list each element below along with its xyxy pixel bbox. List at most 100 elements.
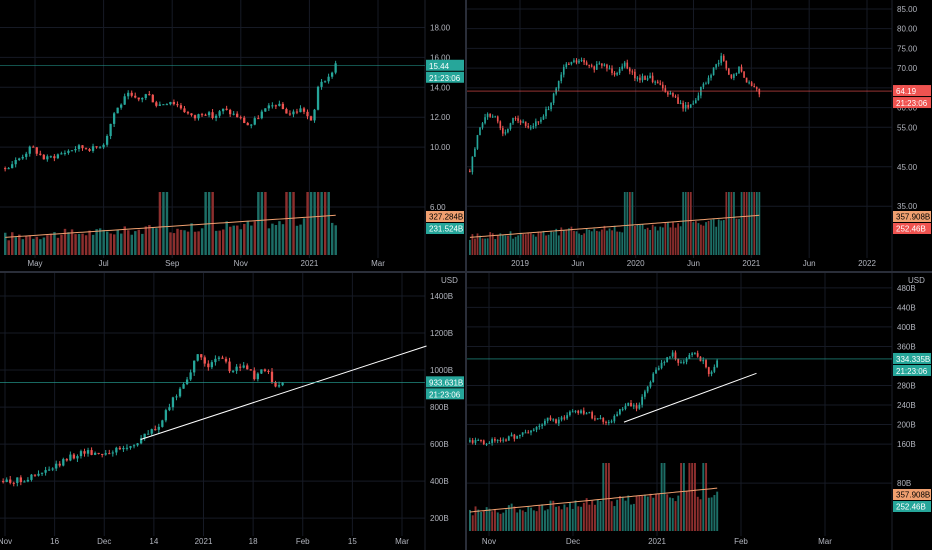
candle-body	[602, 418, 605, 422]
candle-body	[646, 78, 649, 80]
candle-body	[606, 64, 608, 69]
candle-body	[19, 477, 22, 483]
candle-body	[81, 145, 84, 149]
candle-body	[56, 154, 60, 159]
candle-body	[207, 112, 211, 116]
volume-bar	[715, 226, 718, 255]
candle-body	[663, 362, 666, 364]
volume-bar	[627, 495, 630, 531]
candle-body	[217, 357, 221, 359]
volume-label: 357.908B	[896, 213, 930, 222]
candle-body	[535, 426, 538, 430]
candle-body	[664, 88, 667, 93]
candle-body	[306, 111, 309, 117]
trend-line[interactable]	[140, 345, 427, 440]
candle-body	[214, 358, 217, 363]
candle-body	[84, 148, 88, 150]
volume-bar	[707, 497, 710, 531]
candle-body	[169, 101, 172, 105]
volume-bar	[532, 234, 535, 255]
candle-body	[656, 81, 659, 84]
candle-body	[161, 420, 164, 427]
candle-body	[671, 352, 674, 357]
candle-body	[111, 452, 114, 454]
chart-svg-top-right[interactable]: 35.0045.0055.0060.0065.0070.0075.0080.00…	[467, 0, 932, 271]
volume-bar	[193, 231, 197, 255]
volume-bar	[635, 496, 638, 531]
volume-bar	[716, 491, 719, 531]
candle-body	[557, 81, 560, 89]
candle-body	[260, 111, 263, 119]
candle-body	[621, 66, 623, 70]
candle-body	[130, 92, 133, 96]
candle-body	[758, 88, 761, 95]
volume-bar	[70, 229, 74, 255]
candle-body	[694, 353, 696, 355]
volume-bar	[512, 238, 514, 255]
volume-bar	[517, 235, 520, 255]
candle-body	[88, 149, 91, 151]
candle-body	[494, 116, 497, 118]
candle-body	[55, 463, 58, 469]
volume-bar	[730, 192, 733, 255]
last-price-label: 64.19	[896, 87, 917, 96]
volume-bar	[692, 222, 695, 255]
x-tick-label: May	[27, 259, 42, 268]
candle-body	[644, 76, 646, 80]
candle-body	[176, 104, 179, 106]
pane-divider-vertical[interactable]	[465, 0, 467, 550]
trend-line[interactable]	[623, 372, 757, 423]
volume-bar	[599, 501, 602, 531]
chart-svg-bottom-left[interactable]: 200B 400B 600B 800B 1000B 1200B 1400B USD Nov 16 D…	[0, 273, 465, 550]
candle-body	[578, 60, 580, 63]
y-tick-label: 80.00	[897, 25, 918, 34]
candle-body	[69, 454, 72, 461]
pane-divider-horizontal[interactable]	[0, 271, 932, 273]
chart-svg-top-left[interactable]: 6.00 10.00 12.00 14.00 16.00 18.00 May Jul Sep No…	[0, 0, 465, 271]
volume-bar	[151, 227, 155, 255]
y-tick-label: 12.00	[430, 113, 451, 122]
candle-body	[231, 370, 235, 372]
volume-bar	[527, 506, 530, 531]
candle-body	[182, 384, 185, 389]
volume-ma-line	[469, 214, 760, 238]
volume-bar	[491, 233, 494, 255]
candle-body	[618, 69, 621, 73]
volume-bar	[532, 510, 535, 531]
candle-body	[616, 72, 618, 75]
chart-pane-top-right[interactable]: 35.0045.0055.0060.0065.0070.0075.0080.00…	[467, 0, 932, 271]
volume-bar	[608, 228, 611, 255]
volume-bar	[474, 238, 476, 255]
candle-body	[484, 117, 486, 124]
volume-bar	[112, 234, 116, 255]
volume-bar	[524, 511, 527, 531]
volume-bar	[755, 192, 758, 255]
chart-pane-bottom-left[interactable]: 200B 400B 600B 800B 1000B 1200B 1400B USD Nov 16 D…	[0, 273, 465, 550]
candle-body	[482, 440, 485, 445]
candle-body	[613, 73, 616, 75]
candle-body	[77, 145, 81, 150]
candle-body	[499, 439, 502, 441]
volume-bar	[496, 235, 499, 255]
candle-body	[599, 418, 602, 420]
candle-body	[669, 356, 671, 358]
volume-bar	[144, 226, 148, 255]
volume-bar	[239, 229, 243, 255]
candle-body	[707, 367, 710, 375]
chart-pane-bottom-right[interactable]: 80B 160B 200B 240B 280B 360B 400B 440B 480B USD No…	[467, 273, 932, 550]
volume-bar	[705, 222, 707, 255]
volume-bar	[623, 192, 626, 255]
candle-body	[569, 411, 571, 416]
chart-pane-top-left[interactable]: 6.00 10.00 12.00 14.00 16.00 18.00 May Jul Sep No…	[0, 0, 465, 271]
last-price-badge	[426, 376, 464, 388]
y-tick-label: 1200B	[430, 329, 453, 338]
candle-body	[489, 113, 491, 117]
candle-body	[236, 113, 239, 118]
candle-body	[611, 68, 613, 74]
candle-body	[221, 108, 225, 112]
volume-bar	[288, 192, 292, 255]
volume-bar	[176, 228, 179, 255]
candle-body	[657, 368, 660, 370]
volume-bar	[236, 225, 239, 255]
